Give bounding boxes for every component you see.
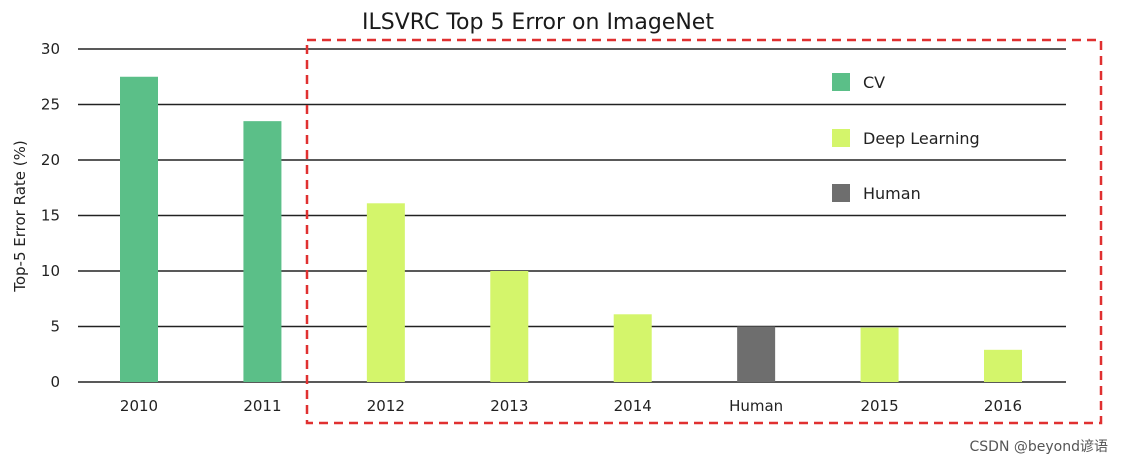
bars bbox=[120, 76, 1022, 383]
x-tick-label: 2013 bbox=[490, 397, 528, 415]
bar-2011 bbox=[243, 121, 282, 383]
y-axis-label: Top-5 Error Rate (%) bbox=[11, 140, 29, 293]
legend-label: Deep Learning bbox=[863, 129, 980, 148]
y-tick-label: 10 bbox=[41, 262, 60, 280]
bar-2014 bbox=[613, 314, 652, 382]
watermark: CSDN @beyond谚语 bbox=[970, 439, 1108, 455]
x-tick-label: 2016 bbox=[984, 397, 1022, 415]
bar-2015 bbox=[860, 327, 899, 382]
x-tick-label: Human bbox=[729, 397, 783, 415]
legend-swatch bbox=[832, 129, 850, 147]
deep-learning-highlight-box bbox=[305, 38, 1103, 425]
bar-2012 bbox=[366, 203, 405, 382]
gridlines bbox=[78, 48, 1066, 383]
x-tick-label: 2012 bbox=[367, 397, 405, 415]
y-tick-label: 0 bbox=[50, 373, 60, 391]
chart-title: ILSVRC Top 5 Error on ImageNet bbox=[362, 10, 714, 35]
bar-human bbox=[737, 326, 776, 382]
bar-2016 bbox=[984, 349, 1022, 382]
legend-swatch bbox=[832, 184, 850, 202]
y-tick-label: 25 bbox=[41, 96, 60, 114]
x-tick-label: 2015 bbox=[860, 397, 898, 415]
legend-label: CV bbox=[863, 73, 885, 92]
bar-2010 bbox=[120, 76, 158, 382]
x-tick-label: 2011 bbox=[243, 397, 281, 415]
x-tick-label: 2014 bbox=[614, 397, 652, 415]
y-tick-label: 30 bbox=[41, 40, 60, 58]
y-axis-ticks: 0 5 10 15 20 25 30 bbox=[41, 40, 60, 391]
legend-swatch bbox=[832, 73, 850, 91]
y-tick-label: 15 bbox=[41, 207, 60, 225]
legend: CV Deep Learning Human bbox=[832, 73, 980, 203]
legend-label: Human bbox=[863, 184, 921, 203]
bar-2013 bbox=[490, 271, 529, 382]
x-tick-label: 2010 bbox=[120, 397, 158, 415]
y-tick-label: 20 bbox=[41, 151, 60, 169]
x-axis-ticks: 2010 2011 2012 2013 2014 Human 2015 2016 bbox=[120, 397, 1022, 415]
y-tick-label: 5 bbox=[50, 318, 60, 336]
